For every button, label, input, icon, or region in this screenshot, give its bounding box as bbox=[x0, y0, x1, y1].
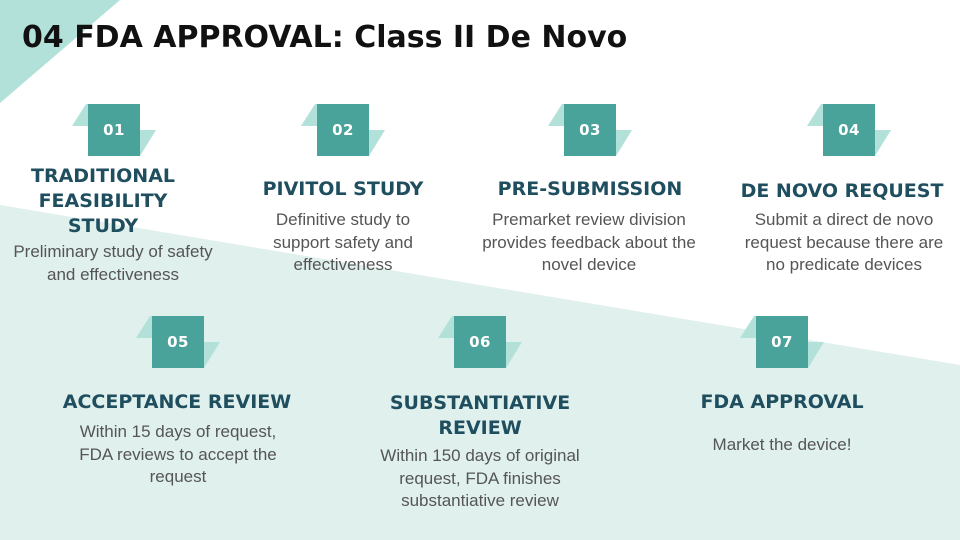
step-description-02: Definitive study to support safety and e… bbox=[273, 210, 413, 274]
step-title-03: PRE-SUBMISSION bbox=[497, 178, 683, 200]
ribbon-arrow-icon bbox=[807, 104, 891, 156]
step-badge-06: 06 bbox=[436, 310, 536, 370]
corner-accent-triangle bbox=[0, 0, 120, 103]
step-description-01: Preliminary study of safety and effectiv… bbox=[13, 242, 213, 284]
step-description-04: Submit a direct de novo request because … bbox=[744, 210, 944, 274]
step-badge-03: 03 bbox=[546, 98, 646, 158]
step-badge-01: 01 bbox=[70, 98, 170, 158]
step-description-06: Within 150 days of original request, FDA… bbox=[380, 446, 580, 510]
step-badge-05: 05 bbox=[134, 310, 234, 370]
step-badge-07: 07 bbox=[738, 310, 838, 370]
ribbon-arrow-icon bbox=[740, 316, 824, 368]
step-badge-02: 02 bbox=[299, 98, 399, 158]
ribbon-arrow-icon bbox=[301, 104, 385, 156]
background-band bbox=[0, 205, 960, 540]
step-title-02: PIVITOL STUDY bbox=[262, 178, 424, 200]
step-number: 01 bbox=[88, 104, 140, 156]
step-number: 06 bbox=[454, 316, 506, 368]
step-description-03: Premarket review division provides feedb… bbox=[482, 210, 696, 274]
step-description-05: Within 15 days of request, FDA reviews t… bbox=[79, 422, 277, 486]
step-number: 04 bbox=[823, 104, 875, 156]
step-number: 05 bbox=[152, 316, 204, 368]
step-title-05: ACCEPTANCE REVIEW bbox=[62, 391, 292, 413]
page-title: 04 FDA APPROVAL: Class II De Novo bbox=[22, 20, 628, 55]
step-title-07: FDA APPROVAL bbox=[700, 391, 864, 413]
step-description-07: Market the device! bbox=[712, 435, 852, 454]
step-badge-04: 04 bbox=[805, 98, 905, 158]
ribbon-arrow-icon bbox=[72, 104, 156, 156]
ribbon-arrow-icon bbox=[136, 316, 220, 368]
ribbon-arrow-icon bbox=[438, 316, 522, 368]
step-number: 02 bbox=[317, 104, 369, 156]
step-number: 07 bbox=[756, 316, 808, 368]
ribbon-arrow-icon bbox=[548, 104, 632, 156]
step-title-04: DE NOVO REQUEST bbox=[740, 180, 944, 202]
step-number: 03 bbox=[564, 104, 616, 156]
step-title-06: SUBSTANTIATIVE REVIEW bbox=[389, 392, 571, 439]
step-title-01: TRADITIONAL FEASIBILITY STUDY bbox=[30, 165, 176, 237]
